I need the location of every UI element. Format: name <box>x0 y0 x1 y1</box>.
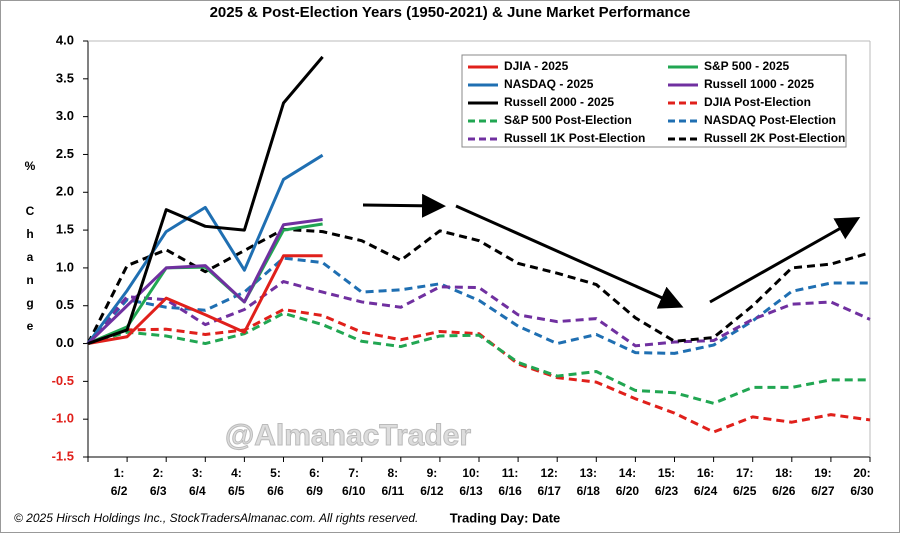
series-line <box>87 55 324 345</box>
series-line <box>87 308 871 434</box>
legend-label: DJIA - 2025 <box>504 59 569 73</box>
x-tick-label: 7: <box>348 466 359 480</box>
x-tick-label: 20: <box>853 466 870 480</box>
y-tick-label: 0.0 <box>56 335 74 350</box>
x-tick-label: 11: <box>502 466 519 480</box>
x-tick-label: 2: <box>153 466 164 480</box>
x-date-label: 6/23 <box>655 484 679 498</box>
annotation-arrows <box>362 193 861 309</box>
x-date-label: 6/30 <box>850 484 874 498</box>
x-date-label: 6/13 <box>459 484 483 498</box>
legend <box>461 54 847 148</box>
x-date-label: 6/10 <box>342 484 366 498</box>
legend-label: S&P 500 Post-Election <box>504 113 632 127</box>
x-tick-label: 8: <box>387 466 398 480</box>
footer: © 2025 Hirsch Holdings Inc., StockTrader… <box>14 511 418 525</box>
x-date-label: 6/12 <box>420 484 444 498</box>
x-date-label: 6/5 <box>228 484 245 498</box>
x-date-label: 6/16 <box>498 484 522 498</box>
x-date-label: 6/6 <box>267 484 284 498</box>
x-tick-label: 4: <box>231 466 242 480</box>
x-date-label: 6/11 <box>381 484 404 498</box>
legend-label: S&P 500 - 2025 <box>704 59 789 73</box>
series-line <box>86 227 871 345</box>
x-tick-label: 13: <box>580 466 597 480</box>
x-tick-label: 12: <box>541 466 558 480</box>
legend-label: Russell 1K Post-Election <box>504 131 645 145</box>
x-tick-label: 3: <box>192 466 203 480</box>
series-line <box>86 218 323 345</box>
y-tick-label: -1.0 <box>52 411 74 426</box>
chart-title: 2025 & Post-Election Years (1950-2021) &… <box>210 4 691 21</box>
x-tick-label: 18: <box>775 466 792 480</box>
y-tick-label: 4.0 <box>56 32 74 47</box>
x-tick-label: 1: <box>114 466 125 480</box>
x-date-label: 6/9 <box>306 484 323 498</box>
legend-label: Russell 2000 - 2025 <box>504 95 614 109</box>
x-date-label: 6/24 <box>694 484 718 498</box>
x-tick-label: 19: <box>814 466 831 480</box>
y-tick-label: 0.5 <box>56 297 74 312</box>
y-tick-label: 2.5 <box>56 146 74 161</box>
legend-label: NASDAQ - 2025 <box>504 77 594 91</box>
x-tick-label: 16: <box>697 466 714 480</box>
x-tick-label: 5: <box>270 466 281 480</box>
x-tick-label: 6: <box>309 466 320 480</box>
series-line <box>87 311 870 405</box>
x-date-label: 6/26 <box>772 484 796 498</box>
x-tick-label: 17: <box>736 466 753 480</box>
x-date-label: 6/4 <box>189 484 206 498</box>
y-tick-label: 2.0 <box>56 184 74 199</box>
y-tick-label: 3.0 <box>56 108 74 123</box>
watermark: @AlmanacTrader <box>225 419 471 452</box>
legend-label: NASDAQ Post-Election <box>704 113 836 127</box>
x-date-label: 6/3 <box>150 484 167 498</box>
x-date-label: 6/17 <box>538 484 562 498</box>
legend-label: Russell 1000 - 2025 <box>704 77 814 91</box>
x-tick-label: 9: <box>427 466 438 480</box>
x-tick-label: 14: <box>619 466 636 480</box>
x-date-label: 6/27 <box>811 484 835 498</box>
y-tick-label: 1.0 <box>56 259 74 274</box>
x-date-label: 6/2 <box>111 484 128 498</box>
series-line <box>86 153 324 345</box>
y-tick-label: -0.5 <box>52 373 74 388</box>
x-date-label: 6/20 <box>616 484 640 498</box>
x-tick-label: 15: <box>658 466 675 480</box>
legend-label: Russell 2K Post-Election <box>704 131 845 145</box>
series-line <box>86 256 870 355</box>
x-date-label: 6/18 <box>577 484 601 498</box>
x-tick-label: 10: <box>462 466 479 480</box>
x-axis-title: Trading Day: Date <box>450 510 561 525</box>
y-tick-label: 3.5 <box>56 70 74 85</box>
y-tick-label: -1.5 <box>52 448 74 463</box>
legend-label: DJIA Post-Election <box>704 95 811 109</box>
x-date-label: 6/25 <box>733 484 757 498</box>
y-tick-label: 1.5 <box>56 222 74 237</box>
series-line <box>87 254 323 346</box>
